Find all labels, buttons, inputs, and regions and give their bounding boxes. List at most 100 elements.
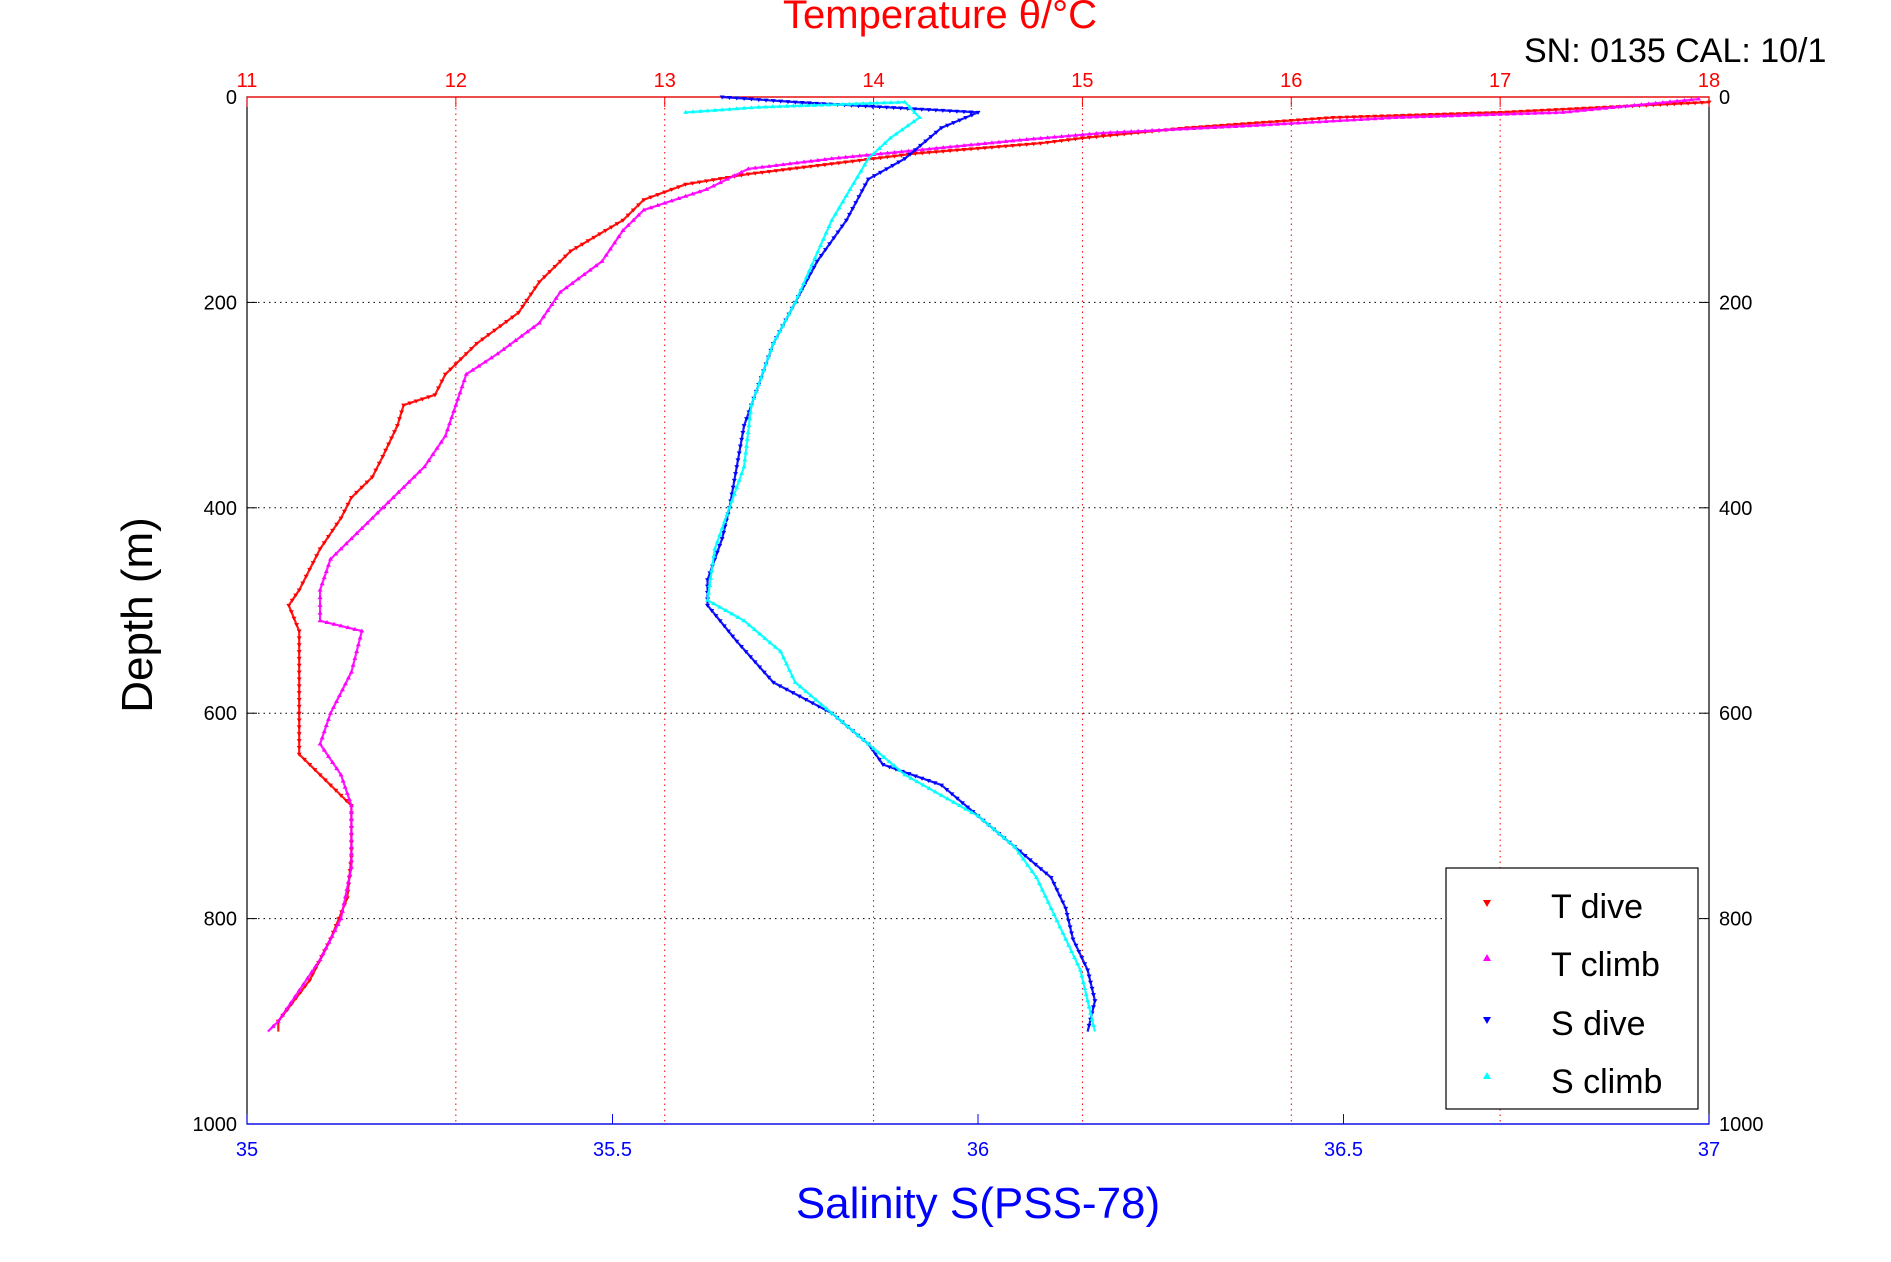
data-point xyxy=(289,598,295,603)
data-point xyxy=(855,732,861,737)
data-point xyxy=(411,474,417,479)
data-point xyxy=(770,104,776,109)
data-point xyxy=(359,525,365,530)
data-point xyxy=(705,597,711,602)
data-point xyxy=(336,693,342,698)
data-point xyxy=(1088,1010,1094,1015)
data-point xyxy=(1462,112,1468,117)
data-point xyxy=(1330,118,1336,123)
data-point xyxy=(579,242,585,247)
data-point xyxy=(777,684,783,689)
data-point xyxy=(803,274,809,279)
data-point xyxy=(839,224,845,229)
data-point xyxy=(843,154,849,159)
data-point xyxy=(341,901,347,906)
data-point xyxy=(829,156,835,161)
data-point xyxy=(912,109,918,114)
data-point xyxy=(765,354,771,359)
data-point xyxy=(1054,918,1060,923)
data-point xyxy=(328,783,334,788)
data-point xyxy=(826,224,832,229)
data-point xyxy=(721,530,727,535)
tick-label-depth-right: 200 xyxy=(1719,292,1752,314)
data-point xyxy=(1638,102,1644,107)
legend-label-t-dive: T dive xyxy=(1551,888,1643,926)
data-point xyxy=(416,469,422,474)
data-point xyxy=(303,574,309,579)
data-point xyxy=(291,616,297,621)
data-point xyxy=(808,158,814,163)
data-point xyxy=(770,340,776,345)
legend-label-s-climb: S climb xyxy=(1551,1063,1662,1101)
data-point xyxy=(761,368,767,373)
data-point xyxy=(348,536,354,541)
data-point xyxy=(919,151,925,156)
data-point xyxy=(815,157,821,162)
data-point xyxy=(1386,115,1392,120)
data-point xyxy=(331,704,337,709)
data-point xyxy=(1092,999,1098,1004)
data-point xyxy=(1560,109,1566,114)
data-point xyxy=(697,108,703,113)
data-point xyxy=(846,101,852,106)
data-point xyxy=(612,240,618,245)
data-point xyxy=(1031,136,1037,141)
data-point xyxy=(1045,899,1051,904)
data-point xyxy=(375,510,381,515)
data-point xyxy=(719,537,725,542)
data-point xyxy=(735,614,741,619)
data-point xyxy=(797,684,803,689)
data-point xyxy=(1059,134,1065,139)
data-point xyxy=(348,851,354,856)
data-point xyxy=(726,96,732,101)
data-point xyxy=(641,198,647,203)
data-point xyxy=(836,155,842,160)
data-point xyxy=(850,728,856,733)
data-point xyxy=(350,662,356,667)
data-point xyxy=(1631,102,1637,107)
data-point xyxy=(1048,876,1054,881)
data-point xyxy=(1274,121,1280,126)
data-point xyxy=(884,155,890,160)
data-point xyxy=(325,716,331,721)
data-point xyxy=(1107,133,1113,138)
data-point xyxy=(985,822,991,827)
data-point xyxy=(895,99,901,104)
data-point xyxy=(968,147,974,152)
data-point xyxy=(344,790,350,795)
data-point xyxy=(887,135,893,140)
data-point xyxy=(713,614,719,619)
data-point xyxy=(317,957,323,962)
data-point xyxy=(712,546,718,551)
data-point xyxy=(332,927,338,932)
data-point xyxy=(683,193,689,198)
data-point xyxy=(426,395,432,400)
data-point xyxy=(541,314,547,319)
data-point xyxy=(1076,949,1082,954)
data-point xyxy=(439,379,445,384)
data-point xyxy=(1699,100,1705,105)
data-point xyxy=(524,329,530,334)
data-point xyxy=(1226,124,1232,129)
data-point xyxy=(312,768,318,773)
data-point xyxy=(447,421,453,426)
data-point xyxy=(1525,110,1531,115)
data-point xyxy=(729,611,735,616)
data-point xyxy=(305,975,311,980)
data-point xyxy=(717,532,723,537)
data-point xyxy=(996,145,1002,150)
data-point xyxy=(969,113,975,118)
data-point xyxy=(808,693,814,698)
data-point xyxy=(730,485,736,490)
data-point xyxy=(516,311,522,316)
data-point xyxy=(325,753,331,758)
data-point xyxy=(919,776,925,781)
data-point xyxy=(1532,110,1538,115)
data-point xyxy=(780,162,786,167)
data-point xyxy=(799,101,805,106)
data-point xyxy=(532,286,538,291)
data-point xyxy=(280,1012,286,1017)
data-point xyxy=(876,750,882,755)
data-point xyxy=(1455,113,1461,118)
data-point xyxy=(719,525,725,530)
